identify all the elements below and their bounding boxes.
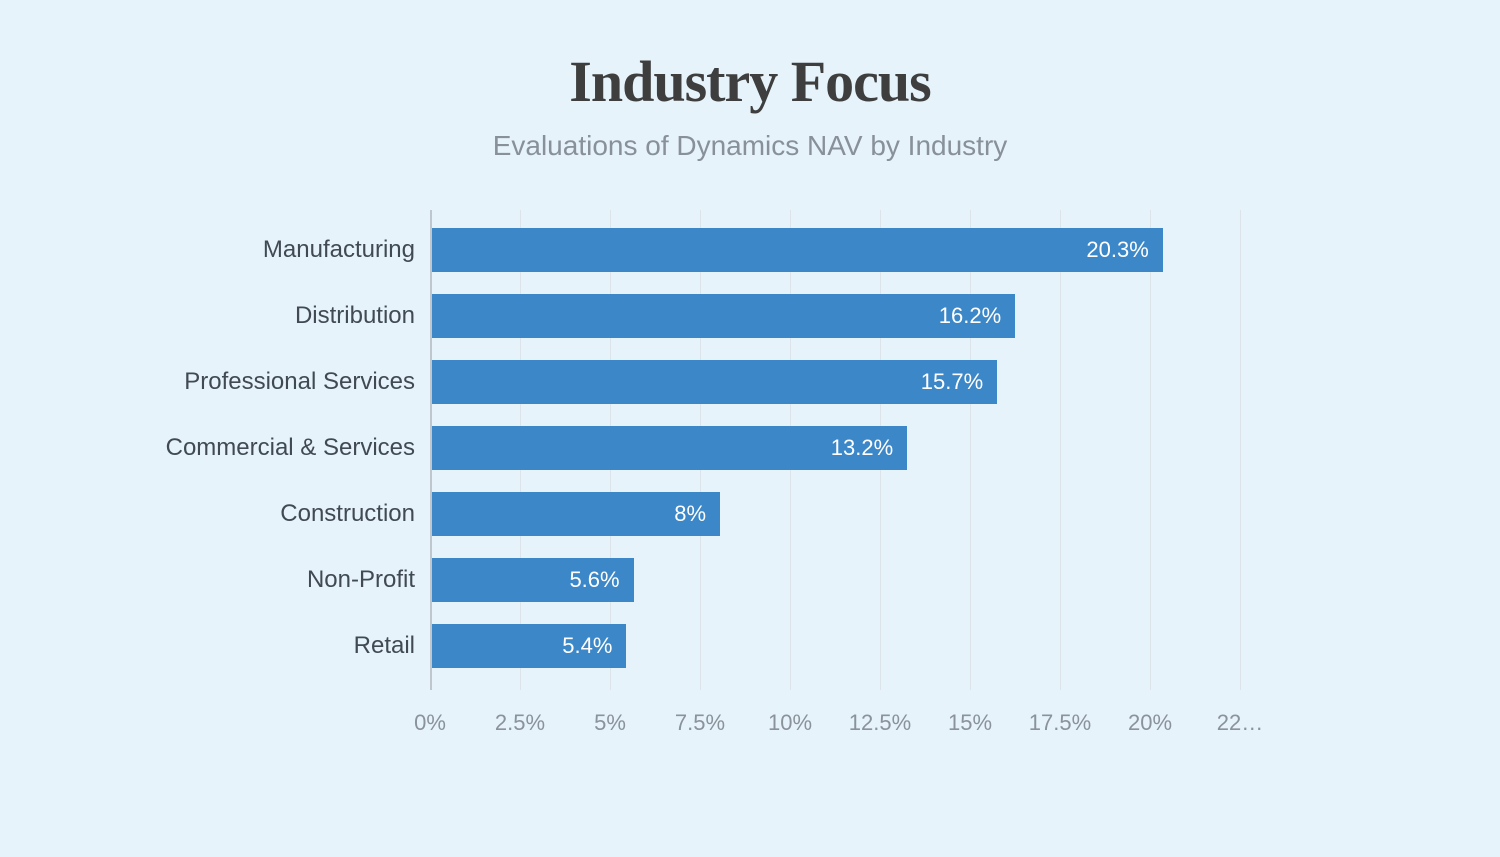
chart-title: Industry Focus bbox=[569, 48, 930, 115]
bar: 5.6% bbox=[432, 558, 634, 602]
x-tick-label: 0% bbox=[414, 710, 446, 736]
category-label: Retail bbox=[354, 632, 415, 660]
grid-line bbox=[1240, 210, 1241, 690]
category-label: Distribution bbox=[295, 302, 415, 330]
x-tick-label: 5% bbox=[594, 710, 626, 736]
x-tick-label: 22… bbox=[1217, 710, 1263, 736]
x-tick-label: 12.5% bbox=[849, 710, 911, 736]
bar-value-label: 8% bbox=[674, 501, 706, 527]
x-tick-label: 15% bbox=[948, 710, 992, 736]
bar: 15.7% bbox=[432, 360, 997, 404]
x-tick-label: 7.5% bbox=[675, 710, 725, 736]
bar: 20.3% bbox=[432, 228, 1163, 272]
bar-value-label: 15.7% bbox=[921, 369, 983, 395]
bar: 8% bbox=[432, 492, 720, 536]
bar-value-label: 5.4% bbox=[562, 633, 612, 659]
bar-chart: 0% 2.5% 5% 7.5% 10% 12.5% 15% 17.5% 20% 22… Manuf… bbox=[170, 210, 1330, 790]
category-label: Commercial & Services bbox=[166, 434, 415, 462]
x-tick-label: 20% bbox=[1128, 710, 1172, 736]
bar-value-label: 5.6% bbox=[569, 567, 619, 593]
category-label: Manufacturing bbox=[263, 236, 415, 264]
x-tick-label: 2.5% bbox=[495, 710, 545, 736]
category-label: Non-Profit bbox=[307, 566, 415, 594]
category-label: Construction bbox=[280, 500, 415, 528]
grid-line bbox=[1150, 210, 1151, 690]
bar: 13.2% bbox=[432, 426, 907, 470]
bar: 16.2% bbox=[432, 294, 1015, 338]
category-label: Professional Services bbox=[184, 368, 415, 396]
grid-line bbox=[1060, 210, 1061, 690]
bar-value-label: 20.3% bbox=[1086, 237, 1148, 263]
x-tick-label: 17.5% bbox=[1029, 710, 1091, 736]
chart-subtitle: Evaluations of Dynamics NAV by Industry bbox=[493, 130, 1008, 162]
bar-value-label: 16.2% bbox=[939, 303, 1001, 329]
bar-value-label: 13.2% bbox=[831, 435, 893, 461]
grid-line bbox=[970, 210, 971, 690]
bar: 5.4% bbox=[432, 624, 626, 668]
x-tick-label: 10% bbox=[768, 710, 812, 736]
